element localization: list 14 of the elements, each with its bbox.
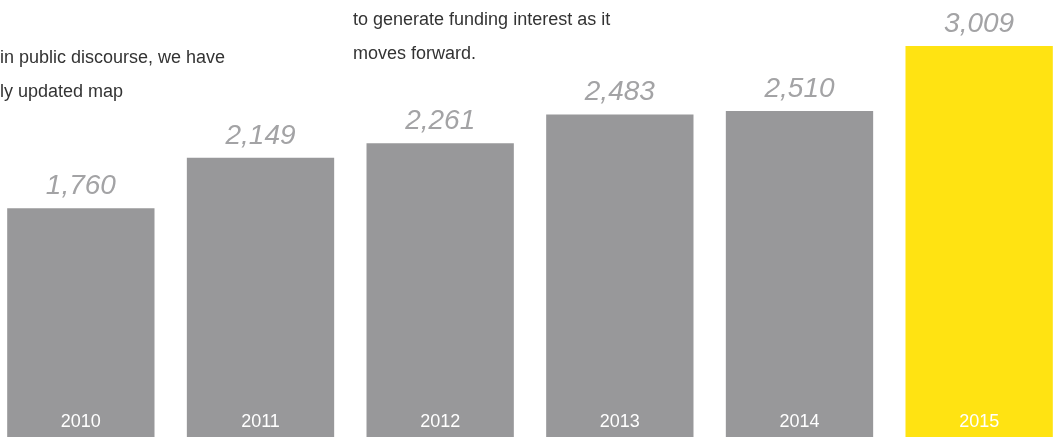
annotation: in public discourse, we have ly updated map: [0, 46, 226, 103]
data-label: 2,483: [583, 75, 656, 107]
data-label: 2,510: [763, 71, 835, 103]
data-label: 2,149: [224, 118, 296, 150]
annotation: to generate funding interest as it moves forward.: [353, 8, 611, 65]
x-tick-label: 2015: [959, 411, 1000, 431]
data-label: 2,261: [404, 104, 476, 136]
data-label: 3,009: [944, 7, 1015, 39]
x-tick-label: 2013: [599, 411, 640, 431]
data-label: 1,760: [45, 169, 117, 201]
x-tick-label: 2012: [420, 411, 461, 431]
x-tick-label: 2014: [779, 411, 820, 431]
x-tick-label: 2011: [241, 411, 280, 431]
x-tick-label: 2010: [60, 411, 101, 431]
